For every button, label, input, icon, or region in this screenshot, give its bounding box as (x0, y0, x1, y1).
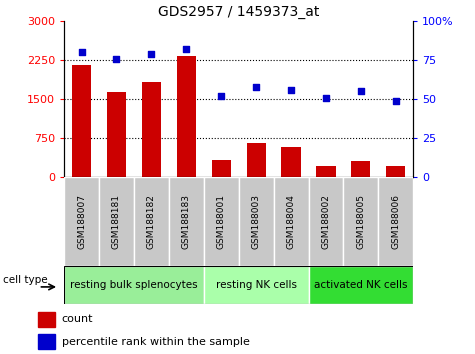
Bar (38, 312, 55, 327)
Bar (107, 92, 126, 177)
Point (113, 56, 120, 62)
Bar (247, 143, 266, 177)
Point (392, 98, 399, 103)
Title: GDS2957 / 1459373_at: GDS2957 / 1459373_at (158, 5, 319, 19)
Bar (274, 177, 309, 266)
Bar (169, 177, 204, 266)
Text: activated NK cells: activated NK cells (314, 280, 408, 290)
Bar (379, 177, 413, 266)
Point (322, 95, 330, 101)
Text: resting NK cells: resting NK cells (216, 280, 297, 290)
Text: GSM188181: GSM188181 (112, 194, 121, 249)
Bar (309, 266, 413, 304)
Bar (204, 177, 238, 266)
Bar (212, 160, 231, 177)
Bar (386, 166, 405, 177)
Bar (64, 177, 99, 266)
Bar (177, 56, 196, 177)
Text: resting bulk splenocytes: resting bulk splenocytes (70, 280, 198, 290)
Point (218, 93, 225, 99)
Point (78, 50, 86, 55)
Text: GSM188006: GSM188006 (391, 194, 400, 249)
Text: GSM188007: GSM188007 (77, 194, 86, 249)
Bar (309, 177, 343, 266)
Point (287, 87, 295, 93)
Text: cell type: cell type (3, 275, 48, 285)
Text: GSM188182: GSM188182 (147, 194, 156, 249)
Bar (316, 166, 335, 177)
Point (148, 51, 155, 57)
Text: GSM188003: GSM188003 (252, 194, 261, 249)
Bar (72, 65, 91, 177)
Point (252, 84, 260, 90)
Text: GSM188005: GSM188005 (356, 194, 365, 249)
Point (182, 46, 190, 52)
Point (357, 88, 365, 94)
Bar (134, 177, 169, 266)
Text: count: count (62, 314, 93, 324)
Bar (352, 161, 370, 177)
Text: GSM188183: GSM188183 (182, 194, 191, 249)
Bar (99, 177, 134, 266)
Text: GSM188004: GSM188004 (286, 194, 295, 249)
Bar (38, 334, 55, 349)
Text: GSM188002: GSM188002 (322, 194, 331, 249)
Bar (142, 82, 161, 177)
Bar (343, 177, 379, 266)
Text: GSM188001: GSM188001 (217, 194, 226, 249)
Bar (282, 147, 301, 177)
Bar (64, 266, 204, 304)
Bar (204, 266, 309, 304)
Bar (238, 177, 274, 266)
Text: percentile rank within the sample: percentile rank within the sample (62, 337, 250, 347)
